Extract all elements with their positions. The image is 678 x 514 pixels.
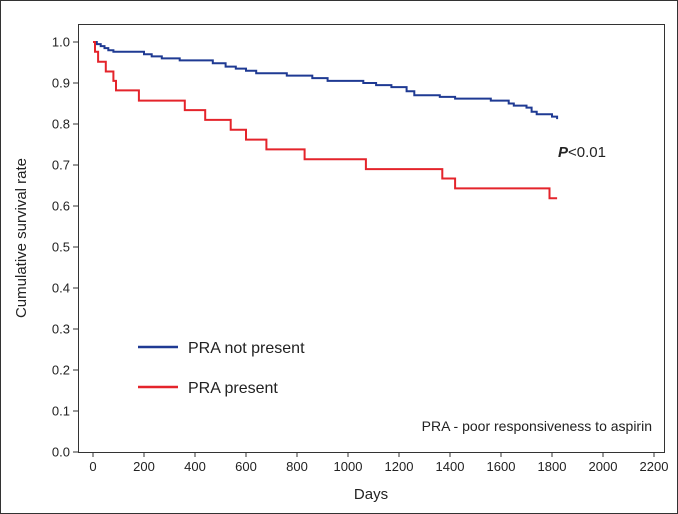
- y-tick-label: 1.0: [52, 35, 70, 50]
- x-axis-title: Days: [354, 486, 388, 503]
- y-tick-label: 0.6: [52, 199, 70, 214]
- legend: PRA not present PRA present: [138, 340, 305, 397]
- x-tick-label: 800: [286, 459, 308, 474]
- x-tick-label: 600: [235, 459, 257, 474]
- y-axis-title: Cumulative survival rate: [13, 158, 30, 318]
- y-tick-label: 0.0: [52, 445, 70, 460]
- series-layer: [93, 41, 559, 200]
- x-tick-label: 1800: [538, 459, 567, 474]
- x-tick-label: 400: [184, 459, 206, 474]
- footnote-abbreviation: PRA - poor responsiveness to aspirin: [422, 418, 652, 434]
- p-value-threshold: <0.01: [568, 144, 606, 161]
- x-tick-label: 1000: [334, 459, 363, 474]
- y-tick-label: 0.9: [52, 76, 70, 91]
- series-line-pra-not-present: [93, 41, 559, 120]
- legend-label-pra-not-present: PRA not present: [188, 340, 305, 357]
- series-line-pra-present: [93, 41, 558, 200]
- y-tick-label: 0.1: [52, 404, 70, 419]
- y-tick-label: 0.8: [52, 117, 70, 132]
- legend-label-pra-present: PRA present: [188, 380, 278, 397]
- x-tick-label: 1600: [487, 459, 516, 474]
- y-tick-label: 0.2: [52, 363, 70, 378]
- x-tick-label: 0: [89, 459, 96, 474]
- p-value-annotation: P<0.01: [558, 144, 606, 161]
- x-tick-label: 2200: [640, 459, 669, 474]
- y-axis: 0.0 0.1 0.2 0.3 0.4 0.5 0.6 0.7 0.8 0.9 1.0: [52, 35, 78, 460]
- x-tick-label: 1200: [385, 459, 414, 474]
- y-tick-label: 0.4: [52, 281, 70, 296]
- y-tick-label: 0.5: [52, 240, 70, 255]
- x-tick-label: 2000: [589, 459, 618, 474]
- x-tick-label: 200: [133, 459, 155, 474]
- x-axis: 0 200 400 600 800 1000 1200 1400 1600 1800 2000 220…: [89, 452, 668, 474]
- p-value-symbol: P: [558, 144, 569, 161]
- x-tick-label: 1400: [436, 459, 465, 474]
- y-tick-label: 0.7: [52, 158, 70, 173]
- y-tick-label: 0.3: [52, 322, 70, 337]
- plot-area-frame: [78, 24, 665, 453]
